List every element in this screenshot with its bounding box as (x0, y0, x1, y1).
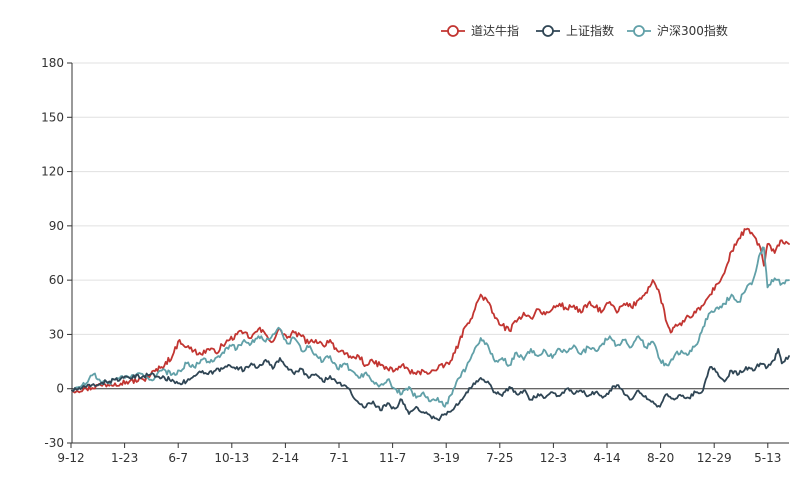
x-tick-label: 3-19 (433, 451, 460, 465)
x-tick-label: 12-29 (697, 451, 732, 465)
legend-label: 道达牛指 (471, 23, 519, 38)
legend-swatch-marker (447, 25, 459, 37)
x-tick-label: 1-23 (111, 451, 138, 465)
legend-label: 沪深300指数 (657, 23, 728, 38)
x-tick-label: 7-25 (486, 451, 513, 465)
series-line-1 (71, 348, 790, 422)
x-tick-label: 9-12 (57, 451, 84, 465)
legend-swatch-marker (542, 25, 554, 37)
x-tick-label: 6-7 (168, 451, 188, 465)
y-tick-label: 120 (41, 165, 64, 179)
series-line-2 (71, 246, 790, 408)
legend[interactable]: 道达牛指 上证指数 沪深300指数 (441, 23, 728, 38)
y-tick-label: 30 (49, 327, 64, 341)
x-tick-label: 4-14 (593, 451, 620, 465)
x-tick-label: 7-1 (329, 451, 349, 465)
legend-swatch-marker (633, 25, 645, 37)
x-tick-label: 11-7 (379, 451, 406, 465)
legend-item-1[interactable]: 上证指数 (536, 23, 614, 38)
y-tick-label: 150 (41, 110, 64, 124)
legend-item-2[interactable]: 沪深300指数 (627, 23, 728, 38)
legend-label: 上证指数 (566, 23, 614, 38)
y-tick-label: 180 (41, 56, 64, 70)
series-lines (71, 227, 790, 422)
legend-item-0[interactable]: 道达牛指 (441, 23, 519, 38)
y-tick-label: 60 (49, 273, 64, 287)
x-tick-label: 12-3 (540, 451, 567, 465)
series-line-0 (71, 227, 790, 394)
y-tick-label: 0 (56, 382, 64, 396)
axes: -30 0 30 60 90 120 150 180 9-12 1-23 6-7 10-13 2-14 7… (41, 56, 789, 465)
grid (72, 62, 789, 444)
x-tick-label: 2-14 (272, 451, 299, 465)
x-tick-label: 8-20 (647, 451, 674, 465)
x-tick-label: 5-13 (754, 451, 781, 465)
y-tick-label: -30 (44, 436, 64, 450)
y-tick-label: 90 (49, 219, 64, 233)
x-tick-label: 10-13 (214, 451, 249, 465)
